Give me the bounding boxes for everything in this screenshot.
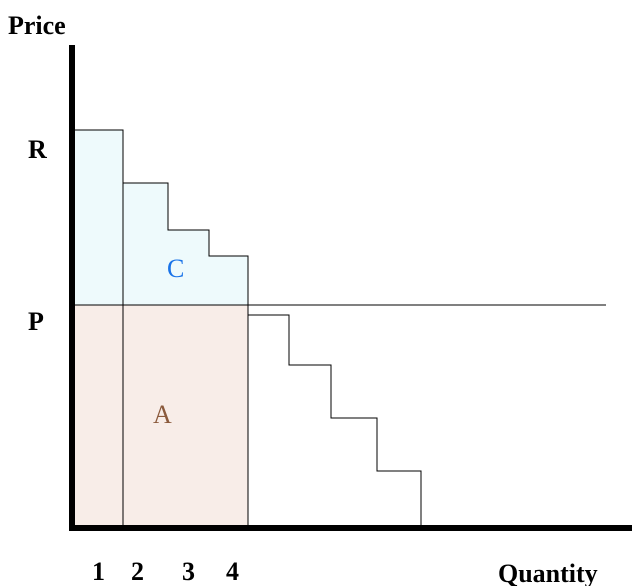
quantity-label: 2 [131, 557, 144, 586]
price-label: P [28, 307, 44, 336]
price-label: R [28, 135, 47, 164]
area-a-fill [75, 305, 248, 528]
area-label: A [153, 400, 172, 429]
quantity-label: 3 [182, 557, 195, 586]
area-label: C [167, 254, 184, 283]
area-c-fill [75, 130, 248, 305]
quantity-label: 4 [226, 557, 239, 586]
quantity-label: 1 [92, 557, 105, 586]
y-axis-label: Price [8, 11, 66, 40]
x-axis-label: Quantity [498, 559, 598, 586]
